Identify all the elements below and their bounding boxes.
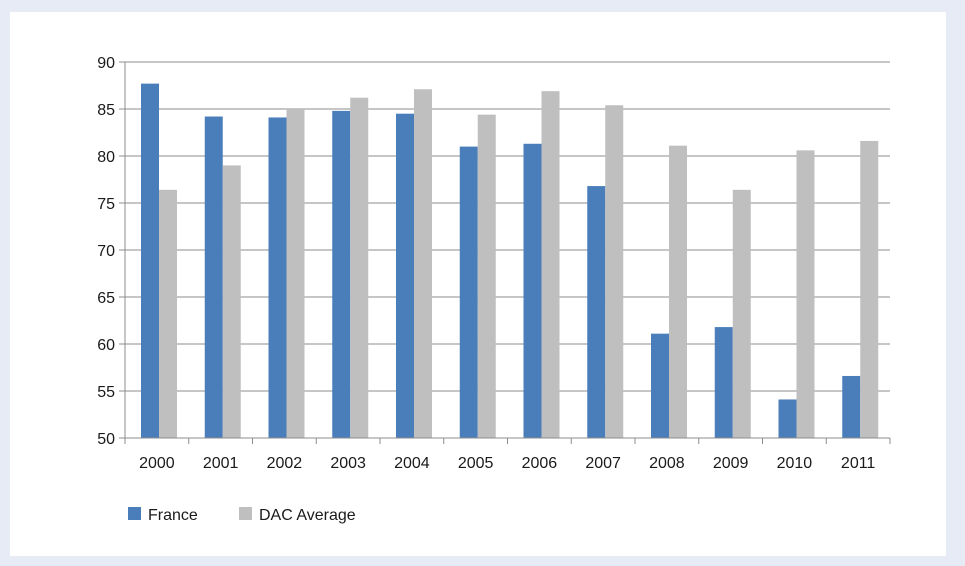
bar-france-2002 xyxy=(268,117,287,439)
bar-france-2008 xyxy=(651,333,669,438)
legend-label-france: France xyxy=(148,507,198,524)
x-tick-label: 2000 xyxy=(139,455,175,472)
bar-france-2004 xyxy=(396,113,414,438)
bar-chart: 50 55 60 65 70 75 80 85 90 2000 2001 2002 2003 2004 20… xyxy=(97,55,891,524)
y-tick-label: 55 xyxy=(97,384,115,401)
bar-france-2000 xyxy=(141,83,159,439)
bar-dac-average-2002 xyxy=(286,109,305,438)
bar-france-2006 xyxy=(523,143,542,438)
x-tick-label: 2008 xyxy=(649,455,685,472)
y-tick-label: 65 xyxy=(97,290,115,307)
y-tick-label: 85 xyxy=(97,102,115,119)
bar-dac-average-2011 xyxy=(860,140,879,438)
bar-france-2003 xyxy=(332,110,351,438)
x-tick-label: 2006 xyxy=(522,455,558,472)
legend-label-dac-average: DAC Average xyxy=(259,507,356,524)
x-tick-label: 2010 xyxy=(777,455,813,472)
bar-dac-average-2006 xyxy=(541,91,560,438)
bar-dac-average-2005 xyxy=(477,114,496,438)
bar-france-2009 xyxy=(714,327,733,438)
chart-panel: 50 55 60 65 70 75 80 85 90 2000 2001 2002 2003 2004 20… xyxy=(10,12,946,556)
gridlines xyxy=(125,61,890,392)
x-tick-label: 2007 xyxy=(585,455,621,472)
y-tick-label: 70 xyxy=(97,243,115,260)
bar-dac-average-2001 xyxy=(222,165,241,438)
legend: France DAC Average xyxy=(128,507,356,524)
bar-dac-average-2000 xyxy=(159,189,177,438)
legend-swatch-dac-average xyxy=(239,507,252,520)
y-tick-label: 90 xyxy=(97,55,115,72)
bar-dac-average-2007 xyxy=(605,105,624,439)
x-tick-label: 2009 xyxy=(713,455,749,472)
bar-france-2001 xyxy=(204,116,223,439)
y-tick-label: 50 xyxy=(97,431,115,448)
bars xyxy=(141,83,879,439)
bar-dac-average-2003 xyxy=(350,97,369,438)
bar-dac-average-2010 xyxy=(796,150,815,439)
bar-dac-average-2008 xyxy=(669,145,687,438)
y-tick-label: 80 xyxy=(97,149,115,166)
bar-dac-average-2004 xyxy=(414,89,432,438)
x-tick-label: 2002 xyxy=(267,455,303,472)
y-tick-label: 60 xyxy=(97,337,115,354)
axes: 50 55 60 65 70 75 80 85 90 2000 2001 2002 2003 2004 20… xyxy=(97,55,891,472)
legend-swatch-france xyxy=(128,507,141,520)
x-tick-label: 2003 xyxy=(330,455,366,472)
bar-dac-average-2009 xyxy=(732,189,751,438)
bar-france-2010 xyxy=(778,399,797,438)
x-tick-label: 2004 xyxy=(394,455,430,472)
bar-france-2011 xyxy=(842,375,861,438)
bar-france-2007 xyxy=(587,186,606,438)
x-tick-label: 2005 xyxy=(458,455,494,472)
x-tick-label: 2001 xyxy=(203,455,239,472)
x-tick-label: 2011 xyxy=(841,455,876,472)
bar-france-2005 xyxy=(459,146,478,438)
y-tick-label: 75 xyxy=(97,196,115,213)
